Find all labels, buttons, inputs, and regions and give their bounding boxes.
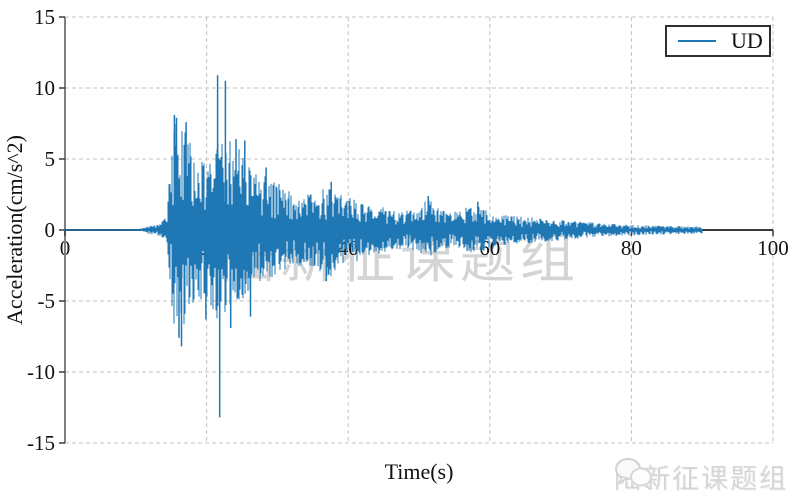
legend: UD	[665, 25, 771, 57]
waveform-body	[64, 124, 703, 325]
waveform-peak-spikes	[173, 75, 479, 418]
x-tick-label-100: 100	[757, 236, 789, 260]
y-tick-label-10: 10	[34, 76, 55, 100]
footer-watermark: 陆新征课题组	[614, 457, 788, 496]
legend-series-label: UD	[731, 28, 763, 53]
x-tick-label-80: 80	[621, 236, 642, 260]
y-axis-title: Acceleration(cm/s^2)	[2, 135, 27, 325]
legend-line-sample	[678, 40, 716, 42]
y-tick-label--5: -5	[38, 289, 56, 313]
waveform-ud-series	[64, 75, 703, 418]
y-tick-label-15: 15	[34, 5, 55, 29]
y-tick-label-5: 5	[45, 147, 56, 171]
x-axis-title: Time(s)	[385, 459, 454, 484]
y-tick-label--10: -10	[27, 360, 55, 384]
y-tick-label--15: -15	[27, 431, 55, 455]
y-tick-label-0: 0	[45, 218, 56, 242]
chat-bubbles-logo-icon	[615, 458, 652, 489]
